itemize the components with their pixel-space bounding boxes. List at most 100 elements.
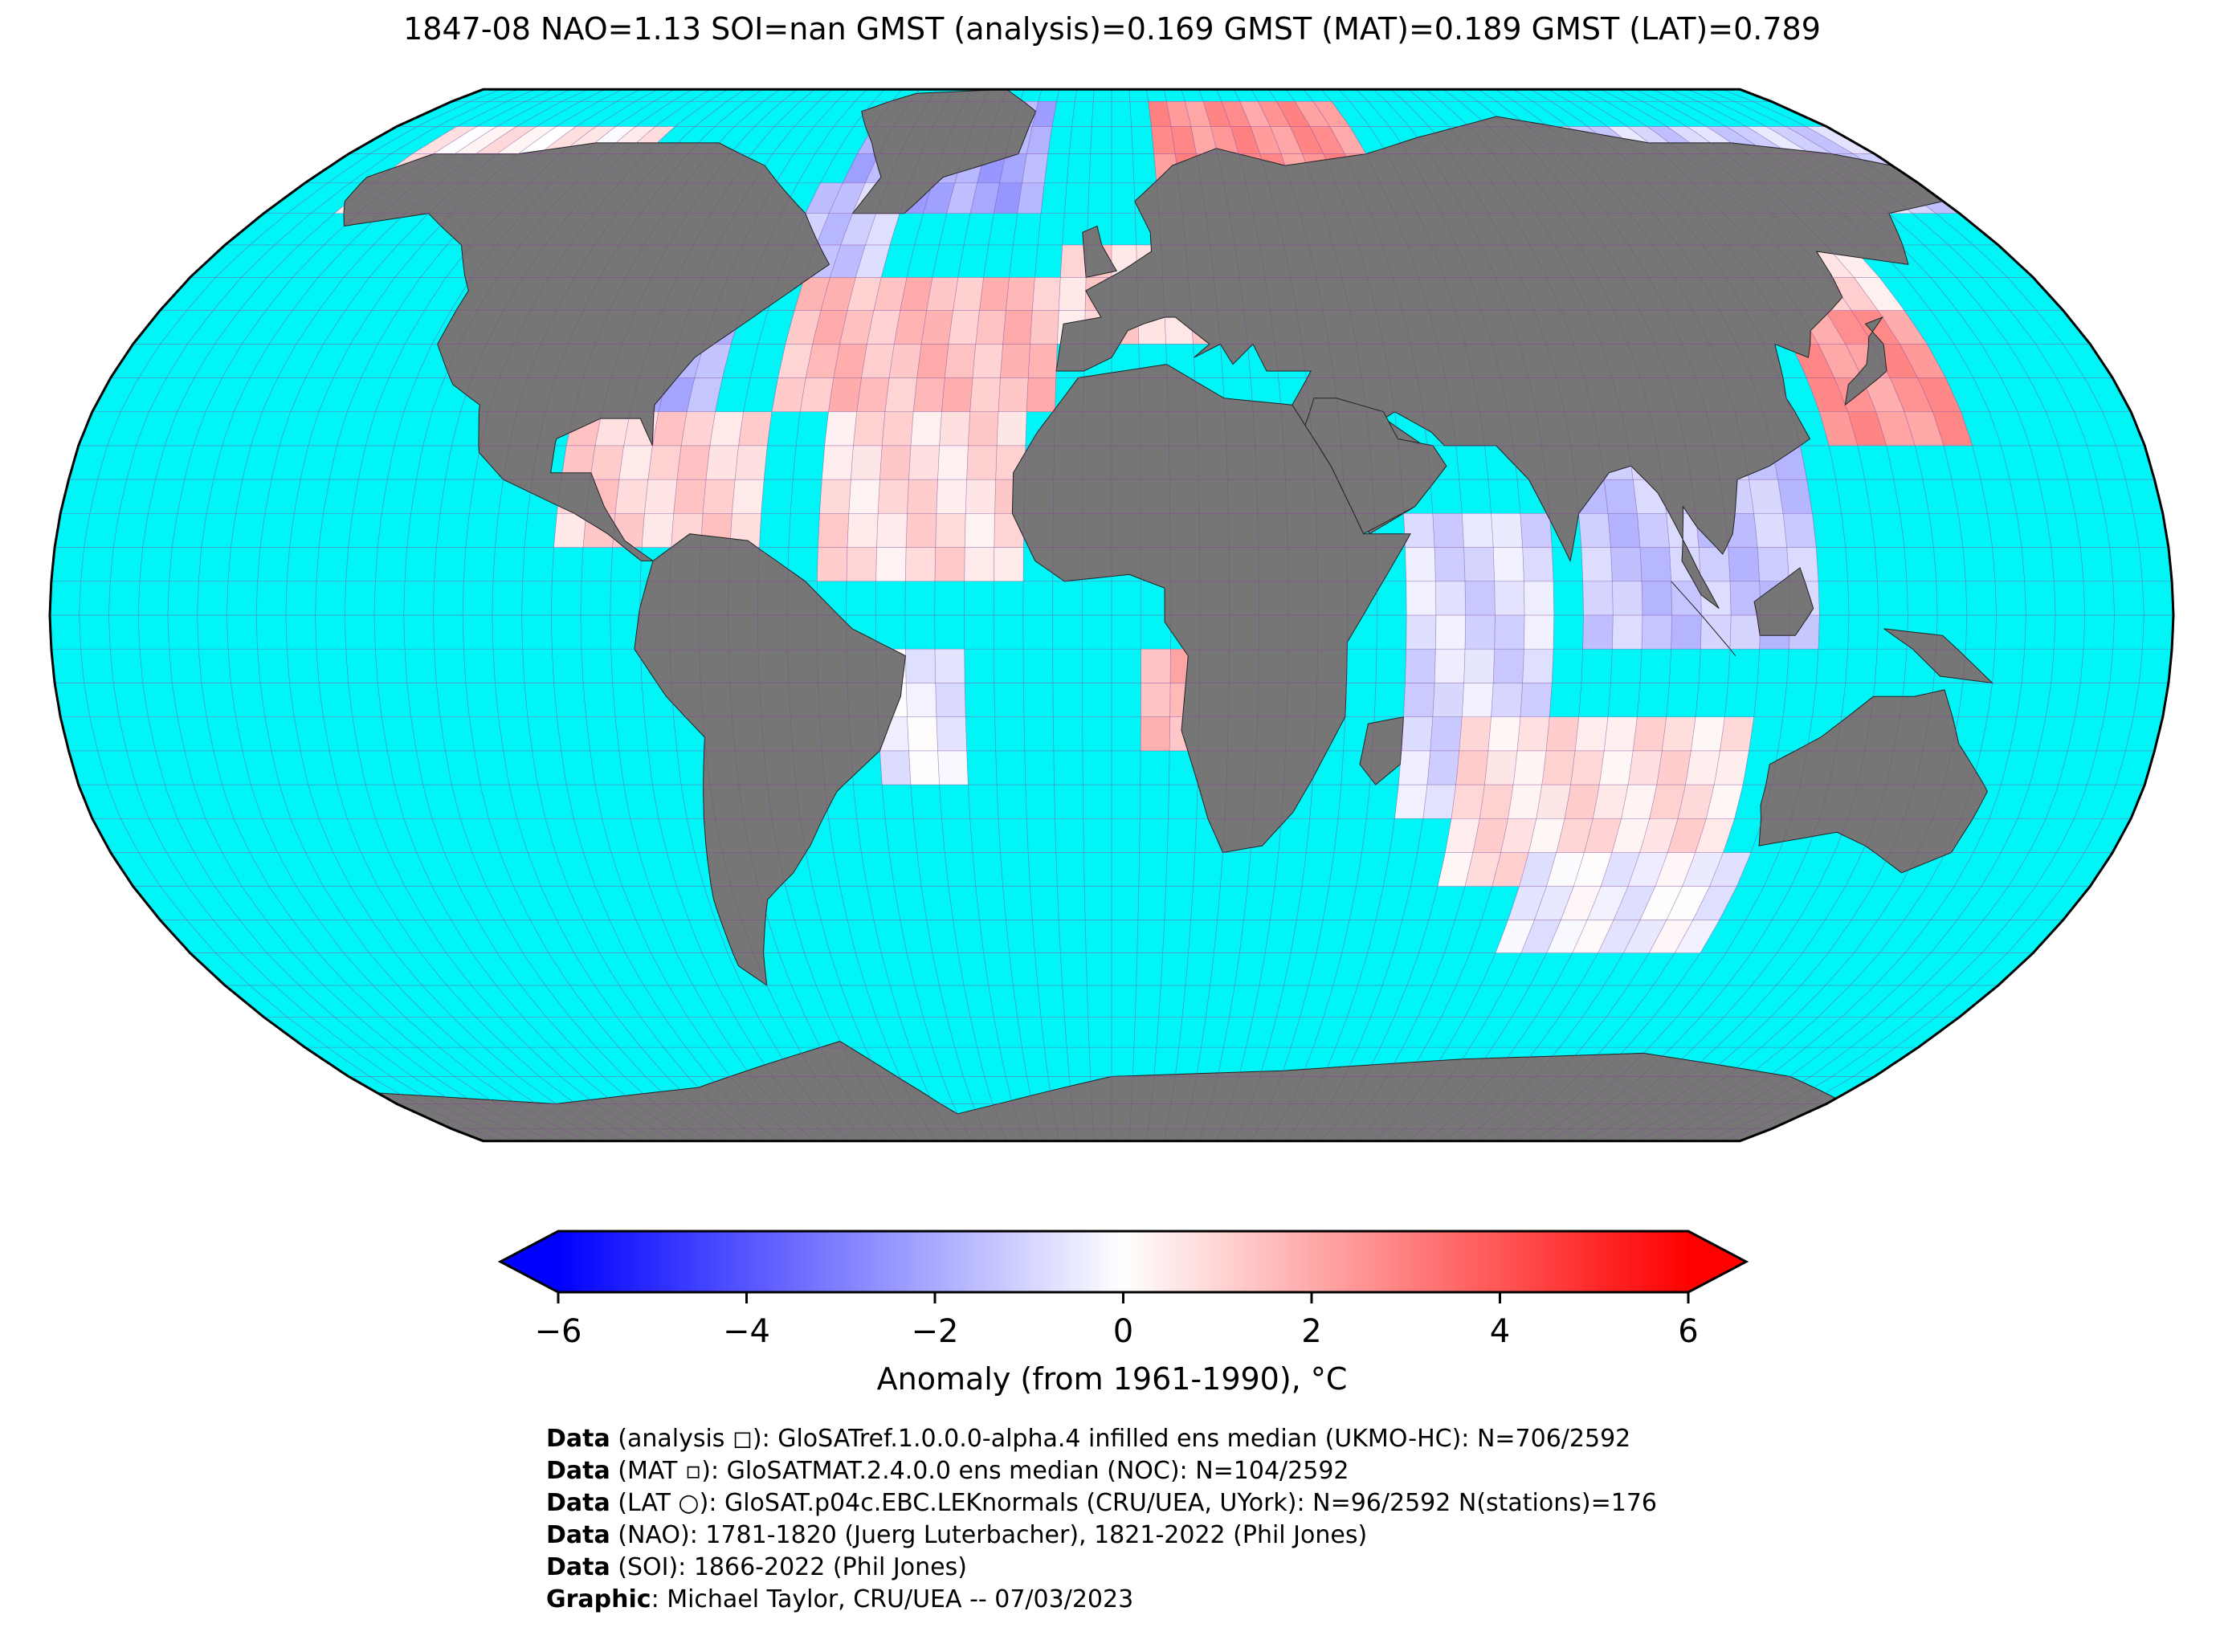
anomaly-cell — [1766, 126, 1833, 154]
anomaly-cell — [1642, 615, 1672, 650]
anomaly-cell — [939, 411, 970, 446]
anomaly-cell — [738, 411, 772, 446]
anomaly-cell — [855, 245, 890, 278]
anomaly-cell — [1536, 785, 1571, 819]
colorbar-extend-low — [500, 1231, 558, 1292]
land-polygon — [1671, 581, 1736, 657]
anomaly-cell — [1405, 547, 1436, 581]
anomaly-cell — [1522, 649, 1554, 683]
anomaly-cell — [819, 479, 851, 514]
anomaly-cell — [821, 277, 856, 311]
colorbar-tick-label: 6 — [1678, 1313, 1698, 1350]
anomaly-cell — [1295, 101, 1330, 127]
anomaly-cell — [694, 344, 732, 378]
anomaly-cell — [969, 377, 1001, 412]
anomaly-cell — [1290, 126, 1324, 154]
anomaly-cell — [948, 310, 980, 345]
anomaly-cell — [732, 479, 765, 514]
anomaly-cell — [1542, 750, 1576, 785]
anomaly-cell — [1570, 750, 1605, 785]
anomaly-cell — [847, 513, 879, 548]
anomaly-cell — [923, 182, 955, 214]
anomaly-cell — [817, 547, 847, 581]
anomaly-cell — [1210, 126, 1239, 154]
anomaly-cell — [1513, 750, 1546, 785]
anomaly-cell — [829, 182, 866, 214]
anomaly-cell — [994, 182, 1022, 214]
anomaly-cell — [953, 277, 984, 311]
anomaly-cell — [1628, 852, 1668, 887]
anomaly-cell — [1678, 785, 1715, 819]
anomaly-cell — [935, 547, 965, 581]
anomaly-cell — [1406, 581, 1436, 615]
anomaly-cell — [1806, 126, 1875, 154]
anomaly-cell — [1667, 818, 1707, 853]
anomaly-cell — [1582, 615, 1614, 650]
anomaly-cell — [1917, 377, 1961, 412]
anomaly-cell — [935, 649, 965, 683]
anomaly-cell — [851, 445, 883, 480]
anomaly-cell — [1546, 716, 1579, 751]
anomaly-cell — [972, 344, 1003, 378]
anomaly-cell — [889, 344, 922, 378]
anomaly-cell — [1276, 101, 1311, 127]
anomaly-cell — [1006, 277, 1035, 311]
anomaly-cell — [907, 479, 938, 514]
anomaly-cell — [937, 445, 969, 480]
anomaly-cell — [878, 479, 909, 514]
anomaly-cell — [1492, 852, 1529, 887]
anomaly-cell — [946, 182, 977, 214]
anomaly-cell — [1623, 920, 1667, 953]
anomaly-cell — [1675, 920, 1720, 953]
anomaly-cell — [673, 479, 706, 514]
anomaly-cell — [853, 411, 885, 446]
anomaly-cell — [1878, 310, 1928, 345]
anomaly-cell — [1258, 101, 1291, 127]
anomaly-cell — [800, 377, 834, 412]
anomaly-cell — [828, 377, 862, 412]
anomaly-cell — [1749, 479, 1784, 514]
anomaly-cell — [652, 411, 688, 446]
anomaly-cell — [1639, 818, 1679, 853]
anomaly-cell — [785, 310, 821, 345]
anomaly-cell — [1714, 750, 1749, 785]
anomaly-cell — [806, 344, 840, 378]
anomaly-cell — [921, 310, 953, 345]
anomaly-cell — [1394, 785, 1427, 819]
colorbar-tick-label: −6 — [535, 1313, 582, 1350]
anomaly-cell — [1662, 716, 1696, 751]
anomaly-cell — [1002, 310, 1033, 345]
anomaly-cell — [1484, 750, 1517, 785]
anomaly-cell — [1496, 920, 1535, 953]
anomaly-cell — [1522, 547, 1554, 581]
anomaly-cell — [1601, 852, 1640, 887]
anomaly-cell — [1463, 547, 1495, 581]
anomaly-cell — [687, 377, 723, 412]
anomaly-cell — [1462, 513, 1494, 548]
anomaly-cell — [1649, 920, 1693, 953]
anomaly-cell — [1621, 785, 1657, 819]
anomaly-cell — [935, 683, 966, 717]
anomaly-cell — [879, 445, 911, 480]
anomaly-cell — [1604, 479, 1638, 514]
anomaly-cell — [1463, 649, 1495, 683]
anomaly-cell — [1465, 581, 1496, 615]
anomaly-cell — [1699, 547, 1731, 581]
anomaly-cell — [1487, 716, 1520, 751]
anomaly-cell — [553, 513, 586, 548]
anomaly-cell — [1546, 852, 1585, 887]
anomaly-cell — [1190, 126, 1218, 154]
anomaly-cell — [1904, 411, 1944, 446]
anomaly-cell — [1026, 377, 1056, 412]
anomaly-cell — [1573, 852, 1613, 887]
anomaly-cell — [818, 513, 849, 548]
anomaly-cell — [1445, 818, 1480, 853]
anomaly-cell — [1221, 101, 1251, 127]
anomaly-cell — [913, 377, 945, 412]
anomaly-cell — [1519, 852, 1557, 887]
anomaly-cell — [1491, 683, 1523, 717]
anomaly-cell — [941, 377, 973, 412]
anomaly-cell — [968, 411, 998, 446]
anomaly-cell — [1405, 649, 1436, 683]
